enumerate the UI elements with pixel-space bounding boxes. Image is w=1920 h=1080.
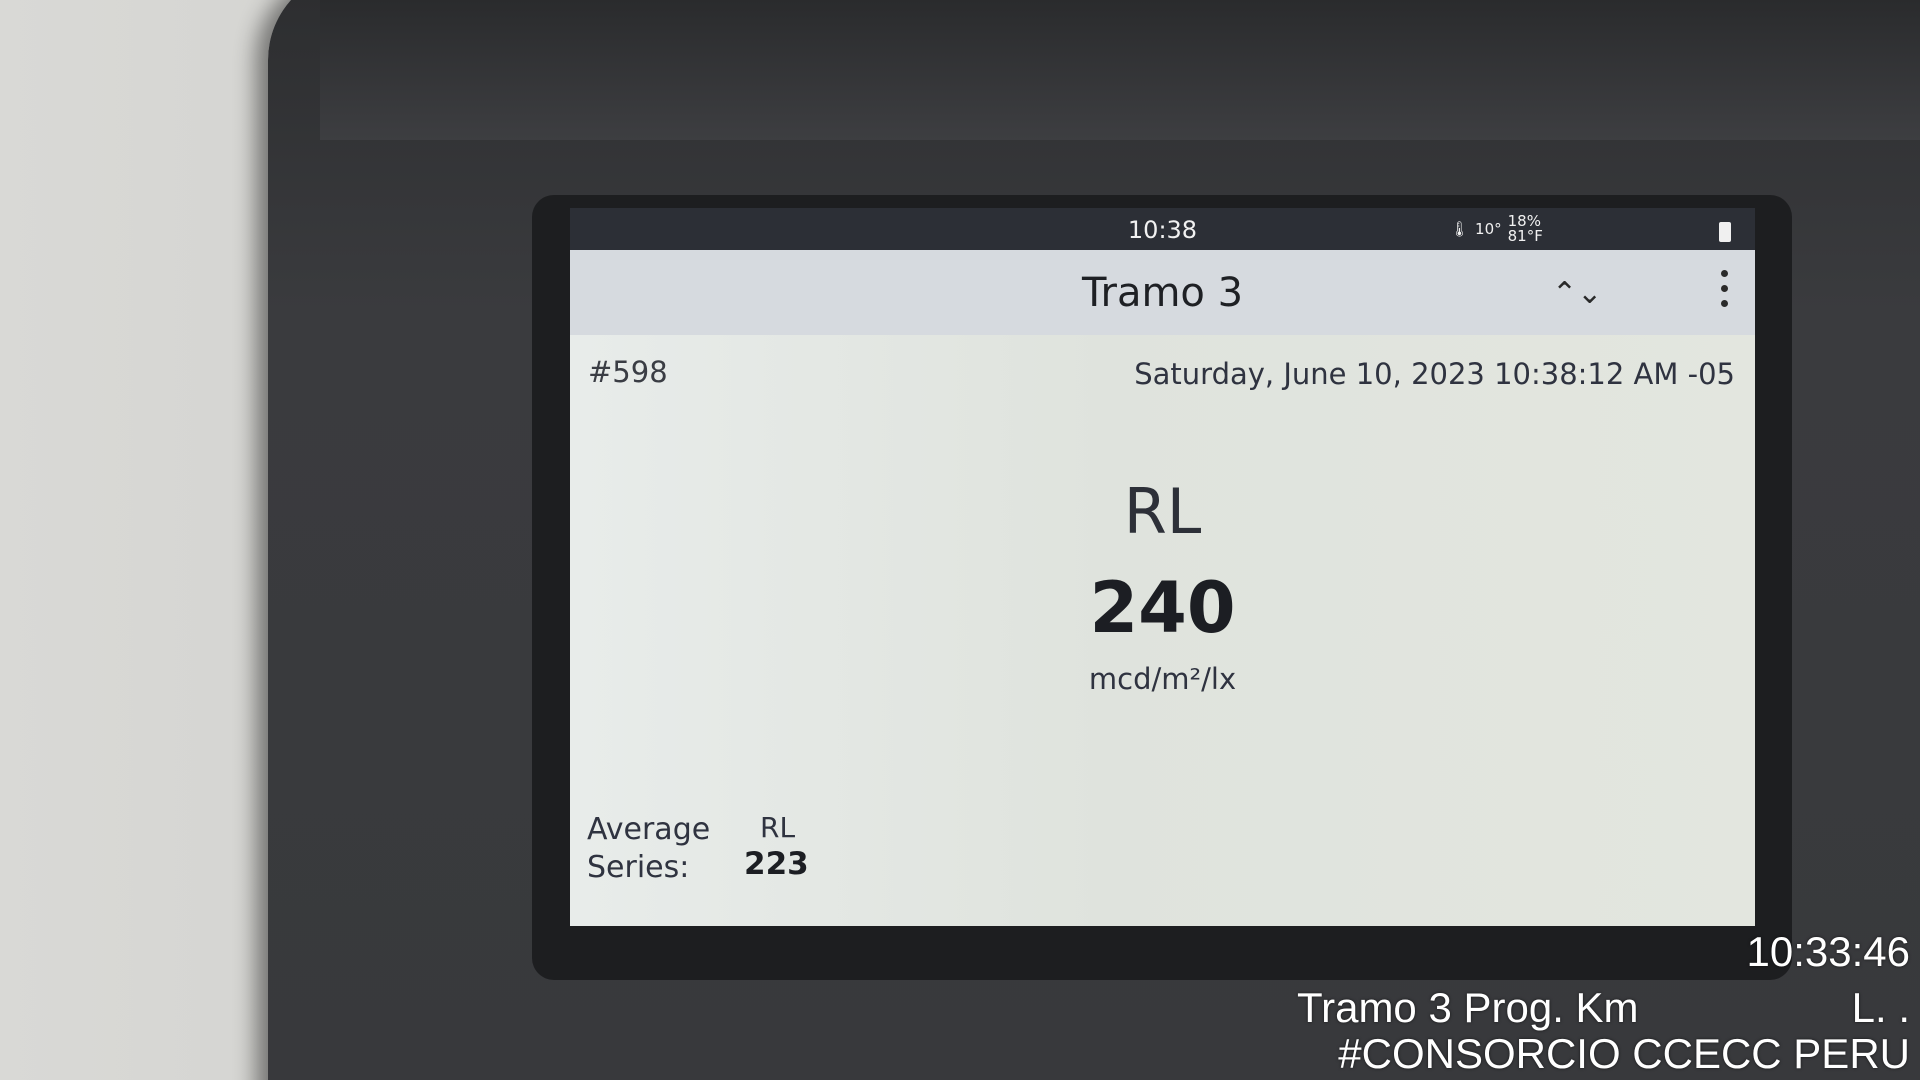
photo-tag: #CONSORCIO CCECC PERU: [1338, 1030, 1910, 1077]
measurement-panel: #598 Saturday, June 10, 2023 10:38:12 AM…: [570, 335, 1755, 926]
photo-location: Tramo 3 Prog. Km: [1297, 984, 1639, 1031]
app-bar: Tramo 3 ⌃⌄: [570, 250, 1755, 335]
photo-location-suffix: L. .: [1851, 984, 1910, 1031]
chevron-up-down-icon[interactable]: ⌃⌄: [1552, 276, 1603, 311]
status-temp-c: 10°: [1475, 219, 1502, 238]
average-label-line2: Series:: [587, 850, 690, 885]
status-humidity: 18%: [1507, 212, 1541, 230]
measurement-value: 240: [1089, 567, 1236, 649]
average-label: Average Series:: [587, 811, 710, 887]
status-environment: 🌡 10° 18% 81°F: [1450, 214, 1543, 244]
status-temp-f: 81°F: [1507, 227, 1543, 245]
status-bar: 10:38 🌡 10° 18% 81°F: [570, 208, 1755, 250]
measurement-unit: mcd/m²/lx: [1088, 662, 1237, 696]
more-vert-icon[interactable]: [1719, 270, 1729, 307]
status-time: 10:38: [1127, 216, 1198, 244]
thermometer-icon: 🌡: [1450, 219, 1470, 238]
average-metric: RL: [760, 811, 796, 844]
measurement-label: RL: [1123, 475, 1202, 548]
battery-icon: [1719, 222, 1731, 242]
average-label-line1: Average: [587, 812, 711, 847]
photo-timestamp: 10:33:46: [1746, 928, 1911, 975]
record-id: #598: [588, 355, 668, 389]
device-top: [320, 0, 1920, 140]
device-screen: 10:38 🌡 10° 18% 81°F Tramo 3 ⌃⌄ #598 Sat…: [570, 208, 1755, 926]
average-value: 223: [744, 846, 809, 882]
app-title[interactable]: Tramo 3: [1081, 270, 1244, 316]
record-datetime: Saturday, June 10, 2023 10:38:12 AM -05: [1134, 357, 1735, 391]
